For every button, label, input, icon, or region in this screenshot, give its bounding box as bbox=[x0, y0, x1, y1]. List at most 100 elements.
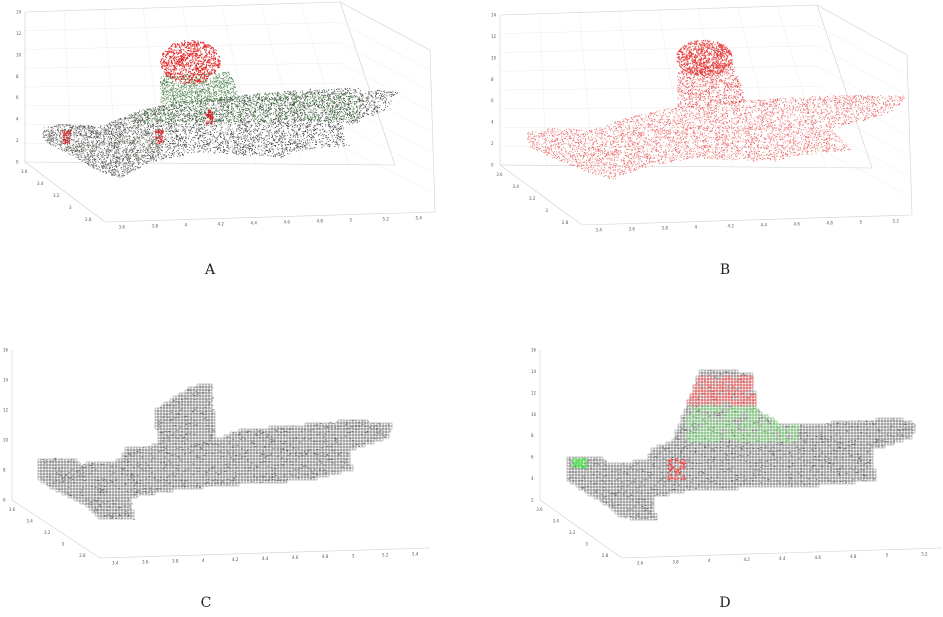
panel-c-caption: C bbox=[200, 595, 212, 611]
y-tick-label: 3.2 bbox=[529, 196, 536, 201]
z-tick-label: 14 bbox=[16, 10, 22, 15]
y-tick-label: 3 bbox=[62, 542, 65, 547]
x-tick-label: 5 bbox=[860, 220, 863, 225]
z-tick-label: 10 bbox=[16, 52, 22, 57]
x-tick-label: 3.8 bbox=[672, 559, 679, 564]
x-tick-label: 3.4 bbox=[596, 228, 603, 233]
z-tick-label: 16 bbox=[531, 348, 537, 353]
x-tick-label: 4.6 bbox=[284, 220, 291, 225]
x-tick-label: 3.8 bbox=[662, 226, 669, 231]
axes-box bbox=[539, 350, 943, 559]
z-tick-label: 0 bbox=[16, 160, 19, 165]
x-tick-label: 5.2 bbox=[921, 552, 928, 557]
x-tick-label: 3.6 bbox=[119, 225, 126, 230]
x-tick-label: 5.4 bbox=[416, 216, 423, 221]
x-tick-label: 3.6 bbox=[629, 227, 636, 232]
x-tick-label: 4.4 bbox=[262, 556, 269, 561]
x-tick-label: 3.6 bbox=[637, 560, 644, 565]
panel-b: 14 12 10 8 6 4 2 0 3.6 3.4 3.2 3 2.8 3.4 3.6 3.8 4 4.2 4.4… bbox=[472, 0, 943, 290]
point-cloud bbox=[42, 40, 399, 178]
x-tick-label: 4.8 bbox=[317, 219, 324, 224]
y-tick-label: 3 bbox=[585, 542, 588, 547]
z-tick-label: 8 bbox=[531, 433, 534, 438]
y-tick-label: 3.6 bbox=[496, 172, 503, 177]
x-tick-label: 3.8 bbox=[172, 559, 179, 564]
z-tick-label: 12 bbox=[531, 390, 537, 395]
y-tick-label: 2.8 bbox=[602, 553, 609, 558]
y-tick-label: 3.4 bbox=[26, 518, 33, 523]
y-tick-label: 3.2 bbox=[569, 530, 576, 535]
z-tick-label: 14 bbox=[531, 369, 537, 374]
x-tick-label: 5.2 bbox=[893, 219, 900, 224]
x-tick-label: 3.8 bbox=[152, 224, 159, 229]
x-tick-label: 4.6 bbox=[292, 555, 299, 560]
z-tick-label: 0 bbox=[491, 163, 494, 168]
z-tick-label: 4 bbox=[531, 476, 534, 481]
y-tick-label: 3.6 bbox=[9, 507, 16, 512]
x-tick-label: 5.2 bbox=[382, 552, 389, 557]
z-tick-label: 12 bbox=[3, 408, 9, 413]
panel-b-caption: B bbox=[719, 262, 731, 278]
x-tick-label: 5 bbox=[350, 218, 353, 223]
y-tick-label: 3 bbox=[69, 205, 72, 210]
y-tick-label: 2.8 bbox=[85, 217, 92, 222]
axes-box bbox=[11, 350, 431, 559]
grid-lines bbox=[499, 6, 908, 196]
panel-a: 14 12 10 8 6 4 2 0 3.6 3.4 3.2 3 2.8 3.6 3.8 4 4.2 4.4 4.6… bbox=[0, 0, 470, 290]
x-tick-label: 5 bbox=[352, 553, 355, 558]
z-tick-label: 6 bbox=[16, 95, 19, 100]
x-tick-label: 4.6 bbox=[794, 222, 801, 227]
panel-d: 16 14 12 10 8 6 4 2 3.6 3.4 3.2 3 2.8 3.6 3.8 4 4.2 4.4 4.… bbox=[472, 330, 943, 617]
z-tick-label: 14 bbox=[491, 13, 497, 18]
y-tick-label: 3.6 bbox=[536, 507, 543, 512]
x-tick-label: 5.4 bbox=[412, 551, 419, 556]
z-tick-label: 16 bbox=[3, 348, 9, 353]
x-tick-label: 4 bbox=[695, 225, 698, 230]
y-tick-label: 3.4 bbox=[37, 181, 44, 186]
voxel-grid bbox=[37, 383, 393, 520]
x-tick-label: 4 bbox=[202, 558, 205, 563]
x-tick-label: 4.8 bbox=[827, 221, 834, 226]
z-tick-label: 10 bbox=[531, 412, 537, 417]
x-tick-label: 4.2 bbox=[218, 222, 225, 227]
z-tick-label: 12 bbox=[16, 31, 22, 36]
x-tick-label: 4.4 bbox=[779, 556, 786, 561]
x-tick-label: 4.4 bbox=[251, 221, 258, 226]
y-tick-label: 3.2 bbox=[44, 530, 51, 535]
y-tick-label: 3.4 bbox=[553, 518, 560, 523]
x-tick-label: 4 bbox=[185, 223, 188, 228]
x-tick-label: 4.2 bbox=[232, 557, 239, 562]
panel-a-caption: A bbox=[204, 262, 216, 278]
x-tick-label: 4.2 bbox=[743, 557, 750, 562]
x-tick-label: 4.8 bbox=[322, 554, 329, 559]
axes-box bbox=[499, 4, 913, 226]
z-tick-label: 14 bbox=[3, 378, 9, 383]
z-tick-label: 10 bbox=[3, 438, 9, 443]
z-tick-label: 6 bbox=[491, 98, 494, 103]
z-tick-label: 6 bbox=[3, 498, 6, 503]
voxel-grid bbox=[566, 369, 916, 521]
y-tick-label: 3 bbox=[545, 208, 548, 213]
x-tick-label: 4.6 bbox=[815, 555, 822, 560]
z-tick-label: 12 bbox=[491, 34, 497, 39]
x-tick-label: 4 bbox=[708, 558, 711, 563]
x-tick-label: 4.4 bbox=[761, 223, 768, 228]
x-tick-label: 5 bbox=[886, 553, 889, 558]
y-tick-label: 3.2 bbox=[53, 193, 60, 198]
z-tick-label: 4 bbox=[16, 117, 19, 122]
x-tick-label: 3.6 bbox=[142, 560, 149, 565]
z-tick-label: 2 bbox=[531, 498, 534, 503]
y-tick-label: 2.8 bbox=[562, 220, 569, 225]
axes-box bbox=[24, 1, 436, 223]
z-tick-label: 8 bbox=[16, 74, 19, 79]
z-tick-label: 4 bbox=[491, 120, 494, 125]
z-tick-label: 2 bbox=[16, 138, 19, 143]
panel-c: 16 14 12 10 8 6 3.6 3.4 3.2 3 2.8 3.4 3.6 3.8 4 4.2 4.4 4… bbox=[0, 330, 470, 617]
panel-d-caption: D bbox=[719, 595, 731, 611]
z-tick-label: 10 bbox=[491, 55, 497, 60]
y-tick-label: 3.4 bbox=[513, 184, 520, 189]
